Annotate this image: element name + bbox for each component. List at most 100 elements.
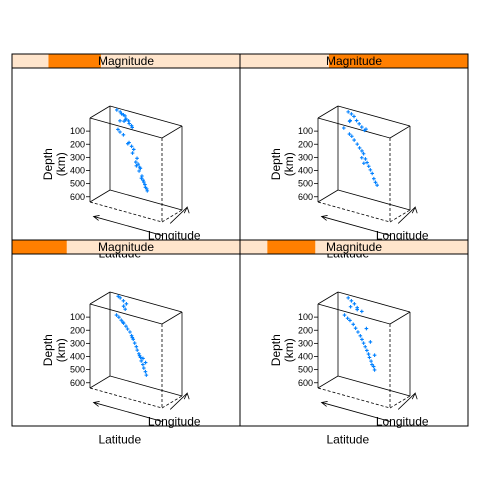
z-axis: 100 200 300 400 500 600 Depth (km) xyxy=(269,126,318,202)
data-point xyxy=(358,334,363,338)
longitude-arrow xyxy=(169,392,188,410)
data-points xyxy=(342,110,379,187)
z-tick-label: 500 xyxy=(298,365,313,375)
box-edge-hidden xyxy=(317,387,391,409)
data-point xyxy=(372,176,376,181)
box-edge xyxy=(109,291,183,313)
data-point xyxy=(123,307,127,311)
data-point xyxy=(121,304,126,308)
panel-top-right: Magnitude100200300400500600Depth(km)Lati… xyxy=(239,53,469,260)
data-point xyxy=(365,348,369,353)
data-point xyxy=(132,341,137,345)
data-point xyxy=(141,178,145,182)
strip: Magnitude xyxy=(239,53,469,69)
bounding-box xyxy=(89,105,183,223)
data-point xyxy=(121,299,126,303)
z-tick-label: 100 xyxy=(298,126,313,136)
data-point xyxy=(134,164,139,168)
box-edge xyxy=(109,375,183,397)
data-point xyxy=(129,144,134,149)
data-point xyxy=(355,307,359,312)
box-edge-hidden xyxy=(161,395,183,409)
box-edge-hidden xyxy=(317,201,391,223)
z-axis: 100 200 300 400 500 600 Depth (km) xyxy=(41,312,90,388)
box-edge xyxy=(337,105,411,127)
data-point xyxy=(118,110,122,114)
data-points xyxy=(114,294,149,377)
data-point xyxy=(368,340,373,344)
data-point xyxy=(128,330,132,334)
strip-background xyxy=(12,240,240,254)
box-edge xyxy=(89,303,163,325)
box-edge xyxy=(109,189,183,211)
z-axis-label: Depth xyxy=(269,148,283,180)
data-point xyxy=(137,351,141,356)
longitude-arrowhead xyxy=(183,206,190,214)
z-tick-label: 600 xyxy=(70,378,85,388)
y-axis-label: Longitude xyxy=(376,414,429,428)
z-tick-label: 300 xyxy=(70,152,85,162)
data-point xyxy=(351,322,356,327)
data-point xyxy=(345,316,350,321)
panel-top-left: Magnitude100200300400500600Depth(km)Lati… xyxy=(11,53,241,260)
box-edge xyxy=(317,105,339,119)
data-point xyxy=(118,130,122,134)
data-point xyxy=(142,180,146,184)
strip-range-bar xyxy=(328,54,468,68)
z-axis-label-unit: (km) xyxy=(282,338,296,362)
data-point xyxy=(354,118,359,123)
strip: Magnitude xyxy=(11,239,241,255)
axis-arrows xyxy=(320,206,418,236)
longitude-arrowhead xyxy=(183,392,190,400)
z-tick-label: 500 xyxy=(298,179,313,189)
data-point xyxy=(126,141,130,146)
z-tick-label: 100 xyxy=(298,312,313,322)
data-point xyxy=(367,355,372,360)
data-point xyxy=(135,348,140,352)
data-point xyxy=(342,313,347,317)
data-point xyxy=(116,127,120,132)
data-point xyxy=(134,160,138,164)
longitude-arrow xyxy=(169,206,188,224)
data-point xyxy=(361,341,366,345)
box-edge xyxy=(317,117,391,139)
data-point xyxy=(369,359,373,363)
data-point xyxy=(143,369,148,374)
box-edge xyxy=(337,375,411,397)
data-point xyxy=(137,353,142,358)
box-edge xyxy=(89,117,163,139)
data-point xyxy=(375,183,379,187)
z-tick-label: 200 xyxy=(298,325,313,335)
x-axis-label: Latitude xyxy=(326,432,369,446)
data-point xyxy=(349,112,354,116)
data-point xyxy=(362,161,366,166)
data-point xyxy=(143,360,148,365)
data-point xyxy=(124,324,128,328)
data-point xyxy=(138,166,143,171)
data-point xyxy=(371,364,376,369)
data-point xyxy=(117,315,121,319)
data-point xyxy=(365,160,369,165)
z-axis-label-unit: (km) xyxy=(54,152,68,176)
box-edge-hidden xyxy=(161,209,183,223)
z-tick-label: 200 xyxy=(70,325,85,335)
data-point xyxy=(127,121,131,126)
data-point xyxy=(353,326,358,330)
strip-label: Magnitude xyxy=(326,54,382,68)
longitude-arrowhead xyxy=(411,206,418,214)
data-point xyxy=(130,335,135,340)
data-point xyxy=(370,362,374,367)
box-edge xyxy=(389,311,411,325)
z-tick-label: 200 xyxy=(298,139,313,149)
data-point xyxy=(141,362,145,367)
box-edge xyxy=(317,291,339,305)
z-tick-label: 500 xyxy=(70,365,85,375)
data-point xyxy=(347,132,352,136)
data-point xyxy=(118,296,122,300)
data-point xyxy=(129,333,134,338)
data-point xyxy=(364,326,369,331)
data-point xyxy=(116,294,121,299)
data-point xyxy=(368,168,373,172)
z-tick-label: 600 xyxy=(70,192,85,202)
data-point xyxy=(142,366,146,370)
